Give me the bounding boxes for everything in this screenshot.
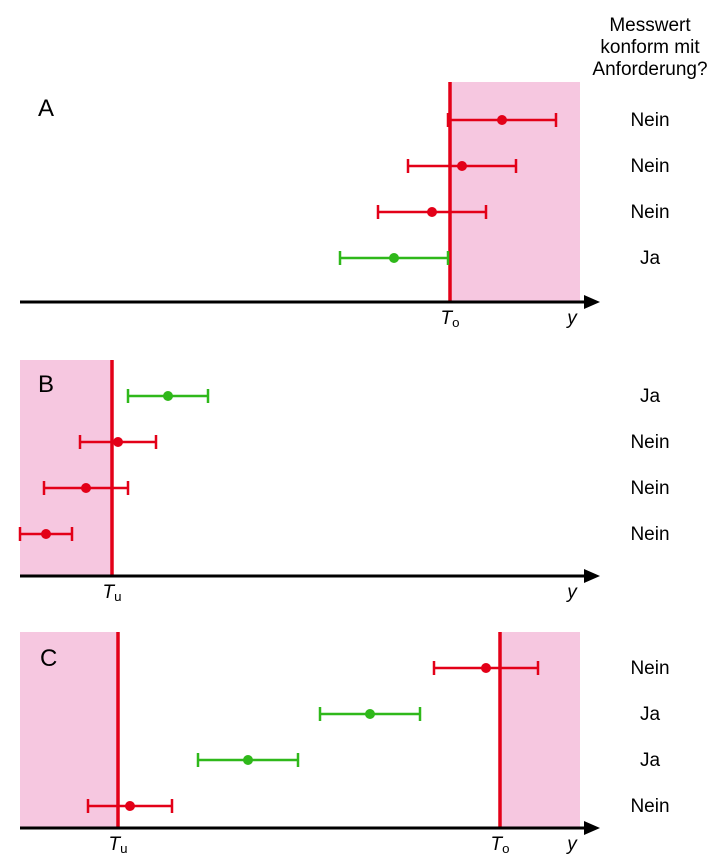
header-line: Messwert: [609, 15, 691, 36]
conformity-label: Nein: [630, 796, 669, 817]
conformity-label: Nein: [630, 110, 669, 131]
conformity-label: Nein: [630, 524, 669, 545]
conformity-label: Ja: [640, 750, 661, 771]
header-line: Anforderung?: [592, 59, 707, 80]
axis-label-y: y: [565, 834, 578, 855]
conformity-label: Ja: [640, 248, 661, 269]
conformity-label: Nein: [630, 432, 669, 453]
panel-label: C: [40, 645, 57, 672]
conformity-label: Nein: [630, 658, 669, 679]
conformity-label: Nein: [630, 202, 669, 223]
conformity-label: Ja: [640, 386, 661, 407]
panel-label: A: [38, 95, 54, 122]
shaded-region: [500, 632, 580, 828]
shaded-region: [450, 82, 580, 302]
axis-label-y: y: [565, 582, 578, 603]
conformity-label: Nein: [630, 156, 669, 177]
conformity-label: Ja: [640, 704, 661, 725]
conformity-label: Nein: [630, 478, 669, 499]
panel-label: B: [38, 371, 54, 398]
shaded-region: [20, 360, 112, 576]
axis-label-y: y: [565, 308, 578, 329]
header-line: konform mit: [600, 37, 700, 58]
shaded-region: [20, 632, 118, 828]
